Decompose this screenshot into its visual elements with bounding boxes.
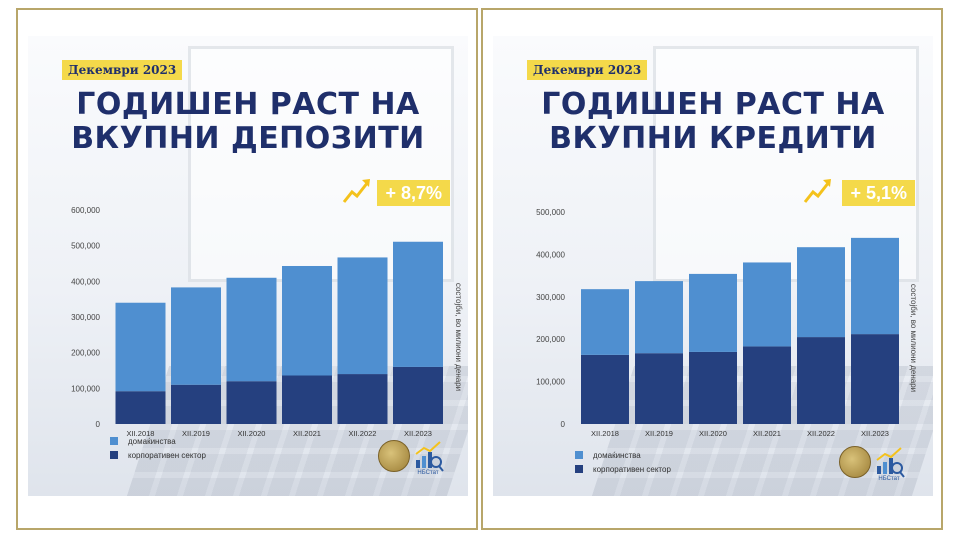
legend-item-corporate: корпоративен сектор [575,462,671,476]
title-line-1: ГОДИШЕН РАСТ НА [76,87,420,122]
bar-households [635,281,683,354]
bar-households [581,289,629,355]
x-tick-label: XII.2023 [861,429,889,438]
deposits-chart: 0 100,000 200,000 300,000 400,000 500,000 600,… [71,206,463,438]
nbrm-coin-logo [378,440,410,472]
x-tick-label: XII.2018 [127,429,155,438]
legend-swatch [575,451,583,459]
deposits-card: Декември 2023 ГОДИШЕН РАСТ НА ВКУПНИ ДЕП… [28,36,468,496]
y-tick-label: 300,000 [536,293,565,302]
y-tick-label: 400,000 [71,277,100,286]
legend-swatch [110,451,118,459]
x-tick-label: XII.2021 [293,429,321,438]
legend-label: домаќинства [593,450,641,460]
x-tick-label: XII.2021 [753,429,781,438]
legend-label: корпоративен сектор [593,464,671,474]
x-tick-label: XII.2018 [591,429,619,438]
bar-corporate [689,351,737,424]
legend-swatch [110,437,118,445]
legend-swatch [575,465,583,473]
title-line-1: ГОДИШЕН РАСТ НА [541,87,885,122]
trend-arrow-icon [342,179,370,203]
bar-households [743,262,791,347]
trend-arrow-icon [803,179,831,203]
y-tick-label: 500,000 [536,208,565,217]
bar-corporate [171,384,221,424]
x-tick-label: XII.2022 [807,429,835,438]
y-tick-label: 500,000 [71,242,100,251]
growth-badge: + 5,1% [842,180,915,206]
x-tick-label: XII.2022 [349,429,377,438]
bar-corporate [635,353,683,424]
nbrm-coin-logo [839,446,871,478]
y-axis-label: состојби, во милиони денари [454,283,463,391]
bar-corporate [282,375,332,424]
background-screen-decoration [188,46,454,282]
bar-corporate [393,366,443,424]
y-tick-label: 0 [561,420,566,429]
y-tick-label: 0 [96,420,101,429]
y-tick-label: 200,000 [536,335,565,344]
legend-item-households: домаќинства [110,434,206,448]
bar-households [337,257,388,375]
bar-corporate [797,337,845,424]
y-tick-label: 200,000 [71,349,100,358]
bar-households [689,273,737,352]
x-tick-label: XII.2019 [182,429,210,438]
chart-legend: домаќинства корпоративен сектор [575,448,671,476]
deposits-panel: Декември 2023 ГОДИШЕН РАСТ НА ВКУПНИ ДЕП… [16,8,478,530]
logos: НБСтат [839,446,909,486]
nbstat-logo-icon [876,447,905,478]
bar-corporate [581,354,629,424]
page-title: ГОДИШЕН РАСТ НА ВКУПНИ ДЕПОЗИТИ [48,88,448,156]
logos: НБСтат [378,440,448,480]
bar-corporate [743,346,791,424]
y-axis-label: состојби, во милиони денари [909,284,918,392]
x-tick-label: XII.2019 [645,429,673,438]
title-line-2: ВКУПНИ ДЕПОЗИТИ [71,121,425,156]
bar-households [282,265,332,376]
legend-label: домаќинства [128,436,176,446]
legend-item-households: домаќинства [575,448,671,462]
date-tag: Декември 2023 [62,60,183,80]
x-tick-label: XII.2020 [699,429,727,438]
bar-corporate [226,381,277,424]
bar-households [797,247,845,338]
title-line-2: ВКУПНИ КРЕДИТИ [549,121,877,156]
bar-households [115,302,166,392]
y-tick-label: 300,000 [71,313,100,322]
loans-chart: 0 100,000 200,000 300,000 400,000 500,000 XII.… [536,208,918,438]
x-tick-label: XII.2020 [238,429,266,438]
bar-corporate [851,334,899,424]
bar-households [171,287,221,385]
bar-households [393,241,443,367]
loans-card: Декември 2023 ГОДИШЕН РАСТ НА ВКУПНИ КРЕ… [493,36,933,496]
y-tick-label: 400,000 [536,250,565,259]
nbstat-label: НБСтат [417,470,439,476]
bar-households [851,237,899,335]
y-tick-label: 600,000 [71,206,100,215]
y-tick-label: 100,000 [71,384,100,393]
x-tick-label: XII.2023 [404,429,432,438]
growth-badge: + 8,7% [377,180,450,206]
nbstat-logo-icon [415,441,444,472]
bar-corporate [337,374,388,424]
nbstat-label: НБСтат [878,476,900,482]
legend-item-corporate: корпоративен сектор [110,448,206,462]
date-tag: Декември 2023 [527,60,648,80]
chart-legend: домаќинства корпоративен сектор [110,434,206,462]
bar-corporate [115,391,166,424]
page-title: ГОДИШЕН РАСТ НА ВКУПНИ КРЕДИТИ [513,88,913,156]
bar-households [226,277,277,382]
y-tick-label: 100,000 [536,378,565,387]
loans-panel: Декември 2023 ГОДИШЕН РАСТ НА ВКУПНИ КРЕ… [481,8,943,530]
legend-label: корпоративен сектор [128,450,206,460]
